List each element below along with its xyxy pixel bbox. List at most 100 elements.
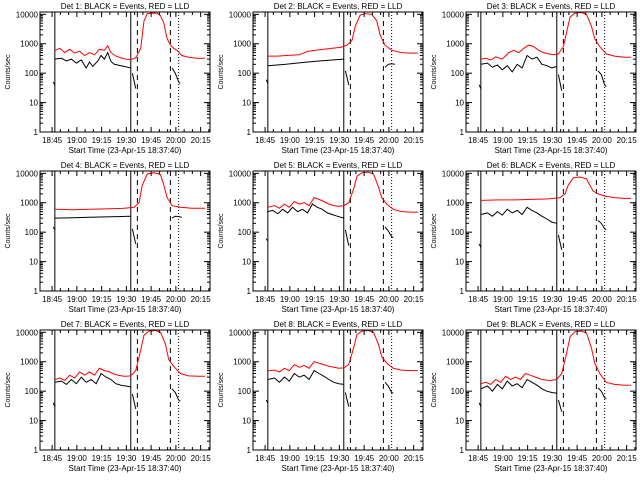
y-axis-label: Counts/sec xyxy=(431,213,438,249)
events-series-line xyxy=(171,215,183,219)
x-tick-label: 19:30 xyxy=(329,295,350,304)
y-tick-label: 1000 xyxy=(20,199,38,208)
y-tick-label: 100 xyxy=(25,69,39,78)
events-series-line xyxy=(557,234,563,251)
x-tick-label: 19:45 xyxy=(141,454,162,463)
y-tick-label: 1 xyxy=(34,128,39,137)
y-axis-label: Counts/sec xyxy=(5,54,12,90)
x-tick-label: 18:45 xyxy=(468,136,489,145)
x-tick-label: 19:00 xyxy=(280,454,301,463)
x-tick-label: 19:45 xyxy=(141,295,162,304)
events-series-line xyxy=(267,369,344,385)
x-axis-label: Start Time (23-Apr-15 18:37:40) xyxy=(69,464,182,473)
events-series-line xyxy=(267,58,344,67)
x-tick-label: 20:00 xyxy=(166,454,187,463)
y-tick-label: 10 xyxy=(29,99,38,108)
x-tick-label: 19:45 xyxy=(354,295,375,304)
events-series-line xyxy=(384,63,395,68)
x-tick-label: 19:00 xyxy=(493,136,514,145)
x-tick-label: 20:15 xyxy=(404,136,425,145)
y-tick-label: 10000 xyxy=(442,169,465,178)
events-series-line xyxy=(265,238,269,242)
events-series-line xyxy=(131,393,137,410)
x-tick-label: 19:30 xyxy=(542,136,563,145)
events-series-line xyxy=(54,215,131,219)
x-tick-label: 20:15 xyxy=(191,454,212,463)
plot-frame xyxy=(465,329,637,451)
x-tick-label: 20:15 xyxy=(617,136,638,145)
y-tick-label: 1 xyxy=(247,446,252,455)
y-tick-label: 100 xyxy=(451,69,465,78)
x-axis-label: Start Time (23-Apr-15 18:37:40) xyxy=(282,464,395,473)
x-tick-label: 18:45 xyxy=(42,295,63,304)
x-axis-label: Start Time (23-Apr-15 18:37:40) xyxy=(282,146,395,155)
x-tick-label: 20:00 xyxy=(592,295,613,304)
y-tick-label: 10000 xyxy=(16,169,39,178)
events-series-line xyxy=(597,70,607,87)
chart-title: Det 4: BLACK = Events, RED = LLD xyxy=(61,161,190,170)
y-tick-label: 10000 xyxy=(16,328,39,337)
y-tick-label: 10000 xyxy=(442,10,465,19)
plot-frame xyxy=(465,170,637,292)
events-series-line xyxy=(478,243,482,248)
panel-det-3: Det 3: BLACK = Events, RED = LLD 1 10 100 10… xyxy=(431,2,637,155)
x-tick-label: 20:15 xyxy=(404,454,425,463)
x-tick-label: 18:45 xyxy=(468,295,489,304)
panel-det-1: Det 1: BLACK = Events, RED = LLD 1 10 100 10… xyxy=(5,2,211,155)
x-tick-label: 19:30 xyxy=(116,295,137,304)
x-tick-label: 18:45 xyxy=(255,454,276,463)
plot-frame xyxy=(39,11,211,133)
x-axis-label: Start Time (23-Apr-15 18:37:40) xyxy=(495,464,608,473)
x-tick-label: 19:30 xyxy=(329,136,350,145)
events-series-line xyxy=(480,378,557,394)
y-tick-label: 1 xyxy=(460,287,465,296)
chart-title: Det 7: BLACK = Events, RED = LLD xyxy=(61,320,190,329)
x-tick-label: 20:00 xyxy=(379,454,400,463)
y-axis-label: Counts/sec xyxy=(431,54,438,90)
x-tick-label: 19:15 xyxy=(518,136,539,145)
y-tick-label: 10000 xyxy=(442,328,465,337)
chart-title: Det 1: BLACK = Events, RED = LLD xyxy=(61,2,190,11)
x-tick-label: 20:00 xyxy=(379,295,400,304)
x-tick-label: 19:00 xyxy=(280,295,301,304)
y-tick-label: 10 xyxy=(242,417,251,426)
events-series-line xyxy=(344,392,350,407)
x-tick-label: 19:30 xyxy=(329,454,350,463)
y-tick-label: 10000 xyxy=(229,169,252,178)
events-series-line xyxy=(597,387,607,400)
chart-title: Det 3: BLACK = Events, RED = LLD xyxy=(487,2,616,11)
plot-frame xyxy=(252,11,424,133)
x-tick-label: 19:15 xyxy=(305,295,326,304)
plot-frame xyxy=(252,170,424,292)
events-series-line xyxy=(557,399,563,412)
y-tick-label: 10000 xyxy=(229,328,252,337)
panel-det-2: Det 2: BLACK = Events, RED = LLD 1 10 100 10… xyxy=(218,2,424,155)
x-axis-label: Start Time (23-Apr-15 18:37:40) xyxy=(69,305,182,314)
x-tick-label: 19:45 xyxy=(354,454,375,463)
x-tick-label: 19:45 xyxy=(567,295,588,304)
events-series-line xyxy=(52,226,56,231)
x-tick-label: 20:15 xyxy=(617,454,638,463)
events-series-line xyxy=(52,402,56,407)
events-series-line xyxy=(171,67,181,84)
events-series-line xyxy=(131,228,137,245)
y-tick-label: 1000 xyxy=(20,358,38,367)
plot-frame xyxy=(465,11,637,133)
x-tick-label: 20:00 xyxy=(379,136,400,145)
y-axis-label: Counts/sec xyxy=(431,372,438,408)
panel-det-8: Det 8: BLACK = Events, RED = LLD 1 10 100 10… xyxy=(218,320,424,473)
y-tick-label: 1000 xyxy=(233,358,251,367)
x-tick-label: 20:00 xyxy=(166,295,187,304)
y-tick-label: 1000 xyxy=(446,358,464,367)
x-tick-label: 19:15 xyxy=(92,136,113,145)
events-series-line xyxy=(344,70,350,86)
panel-det-7: Det 7: BLACK = Events, RED = LLD 1 10 100 10… xyxy=(5,320,211,473)
y-tick-label: 1 xyxy=(34,446,39,455)
x-axis-label: Start Time (23-Apr-15 18:37:40) xyxy=(69,146,182,155)
y-tick-label: 100 xyxy=(238,387,252,396)
y-tick-label: 1000 xyxy=(446,199,464,208)
x-tick-label: 19:30 xyxy=(116,136,137,145)
y-tick-label: 100 xyxy=(451,387,465,396)
events-series-line xyxy=(265,399,269,404)
y-tick-label: 100 xyxy=(238,228,252,237)
